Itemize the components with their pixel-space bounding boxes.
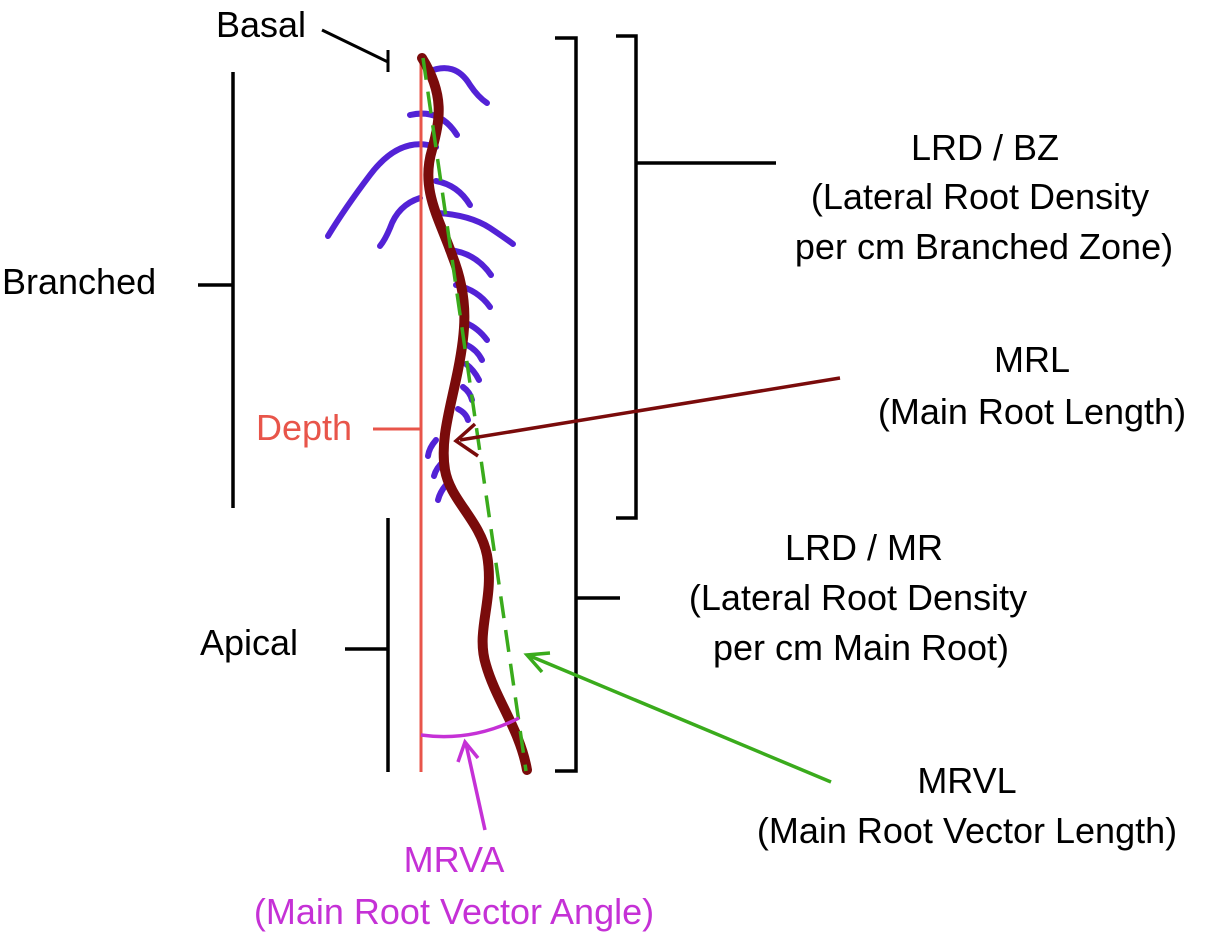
lateral-root-5: [377, 195, 423, 249]
lateral-root-16: [435, 482, 449, 503]
branched-zone-bracket: [616, 34, 638, 520]
lateral-root-6: [435, 210, 516, 247]
mrl-arrow-line: [459, 376, 841, 442]
mrvl-arrowhead: [523, 651, 551, 674]
lateral-root-13: [455, 406, 471, 423]
main-root: [417, 53, 532, 775]
lrd-mr-title: LRD / MR: [785, 527, 943, 568]
lrd-bz-title: LRD / BZ: [911, 127, 1059, 168]
branched-label: Branched: [2, 261, 156, 302]
mrva-title: MRVA: [404, 839, 505, 880]
mrvl-line1: (Main Root Vector Length): [757, 810, 1177, 851]
main-root-vector: [421, 57, 528, 772]
basal-label: Basal: [216, 4, 306, 45]
mrl-arrowhead: [453, 422, 479, 458]
lrd-bz-line2: per cm Branched Zone): [795, 226, 1173, 267]
lateral-root-10: [464, 342, 485, 363]
main-root-bracket: [555, 36, 578, 773]
mrva-arrowhead: [456, 738, 480, 763]
mrvl-arrow-line: [529, 654, 832, 784]
angle-arc: [420, 716, 520, 739]
mrl-line1: (Main Root Length): [878, 391, 1186, 432]
lrd-mr-line2: per cm Main Root): [713, 627, 1009, 668]
apical-label: Apical: [200, 622, 298, 663]
depth-label: Depth: [256, 407, 352, 448]
lrd-mr-line1: (Lateral Root Density: [689, 577, 1027, 618]
mrvl-title: MRVL: [917, 760, 1016, 801]
lateral-root-14: [425, 437, 439, 459]
mrl-title: MRL: [994, 339, 1070, 380]
mrva-arrow-line: [464, 743, 487, 831]
mrva-line1: (Main Root Vector Angle): [254, 891, 654, 932]
lrd-bz-line1: (Lateral Root Density: [811, 176, 1149, 217]
lateral-root-1: [425, 65, 490, 106]
lateral-root-3: [325, 141, 439, 239]
basal-leader: [321, 28, 389, 64]
lateral-root-4: [433, 178, 473, 208]
